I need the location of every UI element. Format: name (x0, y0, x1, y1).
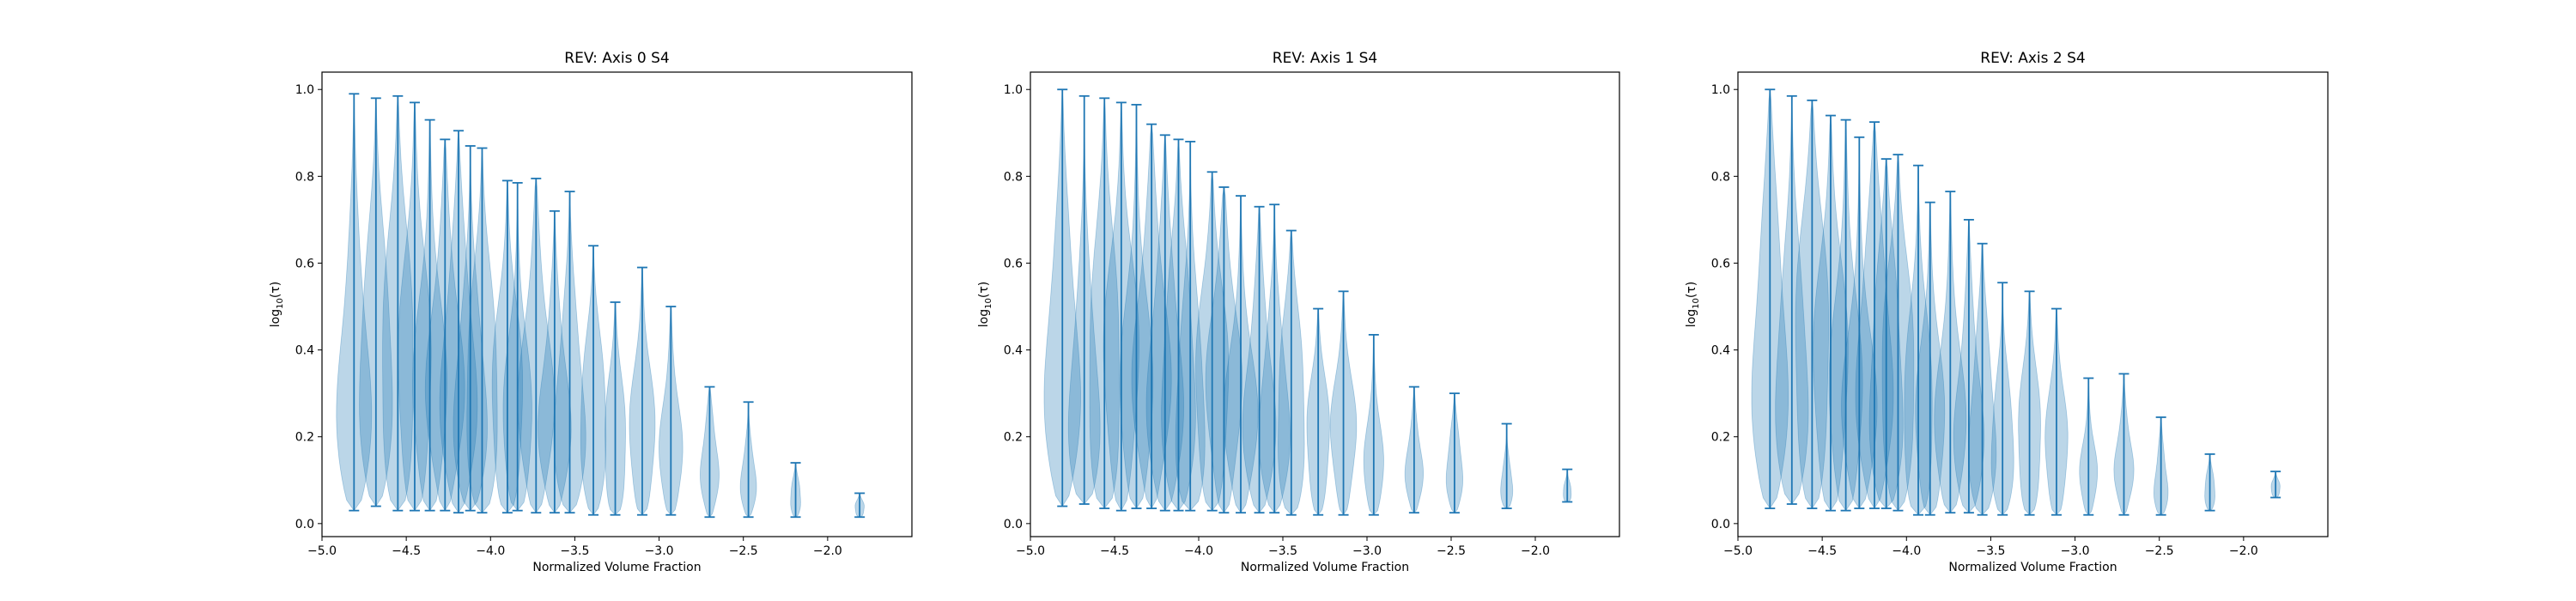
x-tick-label: −4.5 (1807, 544, 1837, 558)
x-tick-label: −3.0 (645, 544, 674, 558)
y-tick-label: 0.0 (1004, 518, 1023, 531)
violin-group (1751, 88, 2281, 516)
x-tick-label: −2.5 (729, 544, 758, 558)
y-tick-label: 0.4 (295, 344, 314, 358)
x-tick-label: −5.0 (1016, 544, 1045, 558)
y-axis-label-subscript: 10 (984, 298, 993, 309)
x-tick-label: −2.0 (2229, 544, 2258, 558)
x-tick-label: −2.5 (1437, 544, 1466, 558)
y-axis-label-suffix: (τ) (269, 282, 283, 298)
y-axis-label-main: log (977, 309, 991, 327)
x-tick-label: −4.0 (1892, 544, 1921, 558)
y-tick-label: 0.6 (1711, 257, 1730, 270)
y-tick-label: 1.0 (1004, 83, 1023, 97)
chart-axis-1: REV: Axis 1 S4 Normalized Volume Fractio… (977, 50, 1620, 574)
x-axis-label: Normalized Volume Fraction (1948, 561, 2117, 574)
x-tick-label: −5.0 (307, 544, 337, 558)
y-tick-label: 0.8 (1004, 170, 1023, 184)
x-tick-label: −4.0 (1184, 544, 1213, 558)
chart-title: REV: Axis 2 S4 (1980, 50, 2085, 67)
y-tick-label: 0.4 (1004, 344, 1023, 358)
violin-group (336, 93, 866, 519)
y-tick-label: 0.6 (1004, 257, 1023, 270)
x-tick-label: −3.5 (1976, 544, 2005, 558)
y-axis-label: log10(τ) (1685, 282, 1701, 327)
y-axis-label-subscript: 10 (1692, 298, 1701, 309)
y-tick-label: 1.0 (1711, 83, 1730, 97)
y-tick-label: 0.8 (1711, 170, 1730, 184)
y-axis-label-subscript: 10 (276, 298, 285, 309)
y-axis-label-main: log (269, 309, 283, 327)
x-tick-label: −3.0 (2061, 544, 2090, 558)
chart-axis-2: REV: Axis 2 S4 Normalized Volume Fractio… (1685, 50, 2329, 574)
y-axis-label-main: log (1685, 309, 1698, 327)
plot-frame (1030, 71, 1620, 537)
y-axis-label-suffix: (τ) (977, 282, 991, 298)
y-axis-label: log10(τ) (977, 282, 993, 327)
y-tick-label: 1.0 (295, 83, 314, 97)
x-tick-label: −3.5 (560, 544, 589, 558)
y-tick-label: 0.6 (295, 257, 314, 270)
x-axis-label: Normalized Volume Fraction (1241, 561, 1409, 574)
x-tick-label: −3.0 (1352, 544, 1382, 558)
y-tick-label: 0.4 (1711, 344, 1730, 358)
x-axis-label: Normalized Volume Fraction (532, 561, 701, 574)
x-tick-label: −2.0 (1521, 544, 1550, 558)
x-tick-label: −2.0 (813, 544, 842, 558)
y-tick-label: 0.2 (1711, 431, 1730, 445)
x-tick-label: −2.5 (2145, 544, 2174, 558)
y-tick-label: 0.0 (295, 518, 314, 531)
y-tick-label: 0.8 (295, 170, 314, 184)
plot-frame (1737, 71, 2329, 537)
x-tick-label: −5.0 (1723, 544, 1753, 558)
chart-title: REV: Axis 1 S4 (1273, 50, 1377, 67)
plot-frame (321, 71, 913, 537)
chart-title: REV: Axis 0 S4 (564, 50, 669, 67)
y-axis-label: log10(τ) (269, 282, 285, 327)
chart-axis-0: REV: Axis 0 S4 Normalized Volume Fractio… (269, 50, 913, 574)
y-tick-label: 0.2 (1004, 431, 1023, 445)
x-tick-label: −4.0 (476, 544, 505, 558)
x-tick-label: −4.5 (392, 544, 421, 558)
y-tick-label: 0.2 (295, 431, 314, 445)
y-tick-label: 0.0 (1711, 518, 1730, 531)
x-tick-label: −3.5 (1268, 544, 1297, 558)
x-tick-label: −4.5 (1100, 544, 1129, 558)
violin-group (1043, 88, 1573, 516)
y-axis-label-suffix: (τ) (1685, 282, 1698, 298)
